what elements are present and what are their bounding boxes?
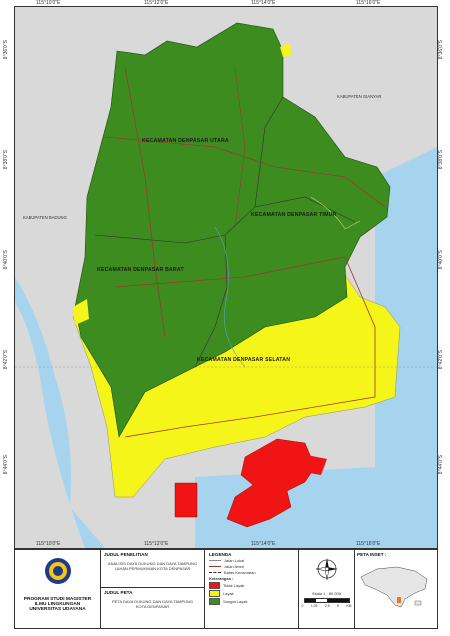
zone-tidak-layak-harbor (174, 482, 198, 518)
institution-line1: PROGRAM STUDI MAGISTER (23, 597, 92, 602)
legend-item: Jalan Arteri (209, 564, 294, 569)
research-title-label: JUDUL PENELITIAN (104, 552, 148, 557)
legend-item: Layak (209, 590, 294, 597)
arterial-road (104, 136, 386, 208)
legend-swatch-sangat-layak (209, 598, 220, 605)
coord-right-5: 8°44'0"S (438, 455, 444, 475)
scale-bar (303, 598, 350, 603)
inset-panel: PETA INSET : (355, 550, 437, 628)
coord-left-3: 8°40'0"S (3, 250, 9, 270)
north-arrow-icon (315, 558, 338, 581)
map-title-line1: PETA DAYA DUKUNG DAN DAYA TAMPUNG (111, 599, 194, 604)
inset-highlight-denpasar (397, 597, 401, 603)
legend-label: Batas Kecamatan (224, 570, 256, 575)
coord-bottom-3: 115°14'0"E (251, 541, 276, 547)
label-denpasar-barat: KECAMATAN DENPASAR BARAT (97, 267, 184, 273)
legend-label: Jalan Arteri (224, 564, 245, 569)
legend-swatch-tidak-layak (209, 582, 220, 589)
coord-left-4: 8°42'0"S (3, 350, 9, 370)
river (214, 226, 246, 368)
scale-text: Skala 1 : 80.000 (312, 591, 341, 596)
coord-right-3: 8°40'0"S (438, 250, 444, 270)
sea-east (375, 147, 437, 548)
district-boundary (94, 196, 356, 244)
scale-panel: Skala 1 : 80.000 0 1,25 2,5 5 KM (299, 550, 355, 628)
legend-title: LEGENDA (209, 552, 232, 557)
legend-item: Tidak Layak (209, 582, 294, 589)
zone-tidak-layak-serangan (226, 438, 316, 528)
legend-item: Batas Kecamatan (209, 570, 294, 575)
coord-bottom-2: 115°12'0"E (144, 541, 169, 547)
map-frame: KECAMATAN DENPASAR UTARA KECAMATAN DENPA… (14, 6, 438, 549)
inset-title: PETA INSET : (357, 552, 387, 557)
river (310, 196, 361, 230)
institution-line2: ILMU LINGKUNGAN (34, 602, 81, 607)
legend-label: Sangat Layak (223, 599, 248, 604)
legend-swatch-district-boundary (209, 572, 221, 573)
map-title-line2: KOTA DENPASAR (135, 604, 170, 609)
scale-tick: 0 (301, 604, 304, 608)
coord-right-1: 8°36'0"S (438, 40, 444, 60)
label-denpasar-timur: KECAMATAN DENPASAR TIMUR (251, 212, 337, 218)
coord-left-1: 8°36'0"S (3, 40, 9, 60)
coord-right-2: 8°38'0"S (438, 150, 444, 170)
legend-panel: LEGENDA Jalan Lokal Jalan Arteri Batas K… (205, 550, 299, 628)
map-footer: PROGRAM STUDI MAGISTER ILMU LINGKUNGAN U… (14, 549, 438, 629)
scale-tick: 5 (337, 604, 339, 608)
legend-item: Sangat Layak (209, 598, 294, 605)
legend-item: Jalan Lokal (209, 558, 294, 563)
zone-yellow-patch-west (73, 299, 89, 325)
arterial-road (114, 256, 376, 438)
zone-yellow-patch-north (280, 43, 291, 57)
scale-ticks: 0 1,25 2,5 5 KM (302, 604, 352, 608)
university-logo-icon (44, 558, 71, 584)
coord-top-4: 115°16'0"E (356, 0, 381, 6)
research-title-line1: ANALISIS DAYA DUKUNG DAN DAYA TAMPUNG (107, 561, 198, 566)
label-kabupaten-gianyar: KABUPATEN GIANYAR (337, 94, 382, 99)
coord-top-1: 115°10'0"E (36, 0, 61, 6)
legend-swatch-layak (209, 590, 220, 597)
arterial-road (234, 66, 246, 228)
inset-nusa-penida (414, 600, 422, 606)
inset-map (357, 557, 433, 617)
institution-line3: UNIVERSITAS UDAYANA (29, 607, 86, 612)
label-kabupaten-badung: KABUPATEN BADUNG (23, 215, 67, 220)
legend-label: Jalan Lokal (224, 558, 245, 563)
map-title-label: JUDUL PETA (104, 590, 133, 595)
research-title-line2: LAHAN PERMUKIMAN KOTA DENPASAR (114, 566, 191, 571)
coord-right-4: 8°42'0"S (438, 350, 444, 370)
zone-sangat-layak (74, 22, 391, 438)
inset-bali-island (360, 566, 428, 608)
scale-tick: 1,25 (310, 604, 318, 608)
map-canvas (15, 22, 437, 548)
zone-tidak-layak-east (307, 455, 327, 475)
coord-left-5: 8°44'0"S (3, 455, 9, 475)
land-west-peninsula (15, 302, 85, 548)
institution-panel: PROGRAM STUDI MAGISTER ILMU LINGKUNGAN U… (15, 550, 101, 628)
legend-label: Layak (223, 591, 234, 596)
scale-tick: KM (346, 604, 352, 608)
legend-keterangan: Keterangan : (209, 576, 234, 581)
district-boundary (194, 234, 228, 368)
coord-top-3: 115°14'0"E (251, 0, 276, 6)
title-panel: JUDUL PENELITIAN ANALISIS DAYA DUKUNG DA… (101, 550, 205, 628)
label-denpasar-utara: KECAMATAN DENPASAR UTARA (142, 138, 229, 144)
scale-tick: 2,5 (324, 604, 330, 608)
coord-top-2: 115°12'0"E (144, 0, 169, 6)
label-denpasar-selatan: KECAMATAN DENPASAR SELATAN (197, 357, 291, 363)
legend-label: Tidak Layak (223, 583, 245, 588)
coord-left-2: 8°38'0"S (3, 150, 9, 170)
arterial-road (124, 66, 166, 338)
coord-bottom-1: 115°10'0"E (36, 541, 61, 547)
district-boundary (254, 96, 284, 208)
legend-swatch-local-road (209, 560, 221, 561)
coord-bottom-4: 115°16'0"E (356, 541, 381, 547)
legend-swatch-arterial-road (209, 566, 221, 567)
